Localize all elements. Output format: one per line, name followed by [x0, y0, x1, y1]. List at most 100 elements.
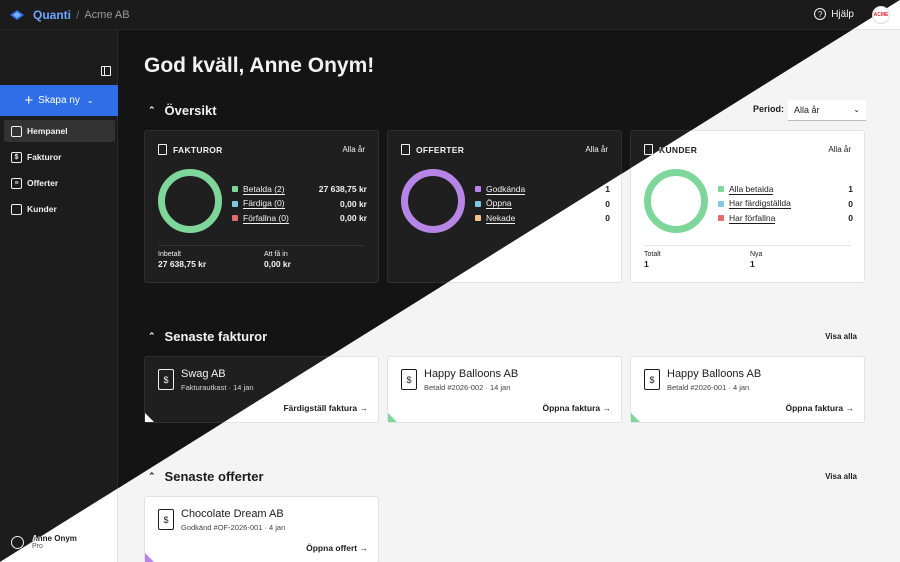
legend-row[interactable]: Alla betalda 1 [718, 182, 853, 197]
sidebar-item-label: Fakturor [27, 152, 61, 162]
status-corner [631, 413, 640, 422]
document-name: Swag AB [181, 368, 226, 380]
legend-value: 0 [605, 213, 610, 223]
quanti-logo-icon[interactable] [9, 9, 25, 21]
document-icon [401, 144, 410, 155]
arrow-right-icon: → [603, 403, 612, 413]
collapse-sidebar-icon[interactable] [101, 66, 111, 76]
legend-row[interactable]: Har färdigställda 0 [718, 197, 853, 212]
document-meta: Godkänd #OF-2026-001 · 4 jan [181, 523, 285, 532]
legend-label: Betalda (2) [243, 184, 285, 195]
action-label: Öppna faktura [543, 403, 601, 413]
legend-row[interactable]: Förfallna (0) 0,00 kr [232, 211, 367, 226]
help-button[interactable]: ? Hjälp [814, 8, 854, 20]
view-all-quotes-link[interactable]: Visa alla [825, 472, 857, 481]
legend-value: 0 [605, 199, 610, 209]
card-title: FAKTUROR [173, 145, 223, 155]
page-title: God kväll, Anne Onym! [144, 54, 374, 78]
document-date: 14 jan [490, 383, 510, 392]
invoices-title: Senaste fakturor [165, 329, 268, 344]
card-range: Alla år [342, 145, 365, 154]
sidebar-item-offerter[interactable]: ≡ Offerter [4, 172, 115, 194]
create-new-button[interactable]: + Skapa ny ⌄ [0, 85, 118, 116]
card-divider [644, 245, 851, 246]
legend-label: Nekade [486, 213, 515, 224]
invoice-card[interactable]: $ Happy Balloons AB Betald #2026-002 · 14 … [387, 356, 622, 423]
company-name[interactable]: Acme AB [84, 9, 129, 21]
legend-row[interactable]: Har förfallna 0 [718, 211, 853, 226]
document-icon [158, 144, 167, 155]
legend-swatch [232, 215, 238, 221]
open-document-button[interactable]: Färdigställ faktura → [283, 403, 368, 413]
status-corner [145, 413, 154, 422]
legend-label: Har förfallna [729, 213, 775, 224]
sidebar-item-fakturor[interactable]: $ Fakturor [4, 146, 115, 168]
document-number: #2026-002 [447, 383, 483, 392]
legend-value: 0,00 kr [340, 213, 367, 223]
period-select[interactable]: Alla år ⌄ [788, 100, 866, 121]
legend-swatch [718, 186, 724, 192]
legend-row[interactable]: Färdiga (0) 0,00 kr [232, 197, 367, 212]
legend-swatch [232, 201, 238, 207]
open-document-button[interactable]: Öppna offert → [306, 543, 368, 553]
invoice-card[interactable]: $ Happy Balloons AB Betald #2026-001 · 4 j… [630, 356, 865, 423]
invoice-icon: $ [644, 369, 660, 390]
legend-label: Färdiga (0) [243, 198, 285, 209]
document-icon [644, 144, 653, 155]
donut-chart [644, 169, 708, 233]
collapse-icon: ⌃ [148, 471, 156, 482]
sidebar-nav: Hempanel $ Fakturor ≡ Offerter Kunder [0, 120, 118, 224]
legend-label: Förfallna (0) [243, 213, 289, 224]
document-meta: Fakturautkast · 14 jan [181, 383, 254, 392]
invoices-section-toggle[interactable]: ⌃ Senaste fakturor [148, 329, 267, 344]
people-icon [11, 204, 22, 215]
stat-label: Nya [750, 251, 762, 258]
user-plan: Pro [32, 543, 77, 550]
legend-value: 0,00 kr [340, 199, 367, 209]
arrow-right-icon: → [360, 403, 369, 413]
brand-name[interactable]: Quanti [33, 8, 71, 22]
invoice-icon: $ [158, 369, 174, 390]
action-label: Öppna faktura [786, 403, 844, 413]
status-corner [145, 553, 154, 562]
stat-value: 27 638,75 kr [158, 259, 206, 269]
plus-icon: + [24, 93, 33, 108]
legend-label: Öppna [486, 198, 512, 209]
legend-swatch [475, 215, 481, 221]
open-document-button[interactable]: Öppna faktura → [786, 403, 855, 413]
meta-dot: · [485, 383, 488, 392]
card-title: OFFERTER [416, 145, 464, 155]
view-all-invoices-link[interactable]: Visa alla [825, 332, 857, 341]
stat-label: Att få in [264, 251, 291, 258]
quotes-title: Senaste offerter [165, 469, 264, 484]
action-label: Öppna offert [306, 543, 357, 553]
legend-swatch [718, 215, 724, 221]
arrow-right-icon: → [360, 543, 369, 553]
chevron-down-icon: ⌄ [87, 96, 94, 105]
document-name: Happy Balloons AB [424, 368, 518, 380]
legend-swatch [475, 186, 481, 192]
grid-icon [11, 126, 22, 137]
card-range: Alla år [828, 145, 851, 154]
legend-row[interactable]: Betalda (2) 27 638,75 kr [232, 182, 367, 197]
donut-chart [158, 169, 222, 233]
document-meta: Betald #2026-001 · 4 jan [667, 383, 749, 392]
quote-card[interactable]: $ Chocolate Dream AB Godkänd #OF-2026-001 … [144, 496, 379, 562]
open-document-button[interactable]: Öppna faktura → [543, 403, 612, 413]
document-date: 14 jan [233, 383, 253, 392]
overview-section-toggle[interactable]: ⌃ Översikt [148, 103, 217, 118]
document-date: 4 jan [733, 383, 749, 392]
meta-dot: · [264, 523, 267, 532]
sidebar-item-kunder[interactable]: Kunder [4, 198, 115, 220]
chevron-down-icon: ⌄ [853, 105, 860, 114]
document-number: #OF-2026-001 [214, 523, 263, 532]
quotes-section-toggle[interactable]: ⌃ Senaste offerter [148, 469, 264, 484]
stat-value: 1 [644, 259, 661, 269]
card-divider [158, 245, 365, 246]
sidebar-item-hempanel[interactable]: Hempanel [4, 120, 115, 142]
collapse-icon: ⌃ [148, 331, 156, 342]
legend-label: Alla betalda [729, 184, 773, 195]
